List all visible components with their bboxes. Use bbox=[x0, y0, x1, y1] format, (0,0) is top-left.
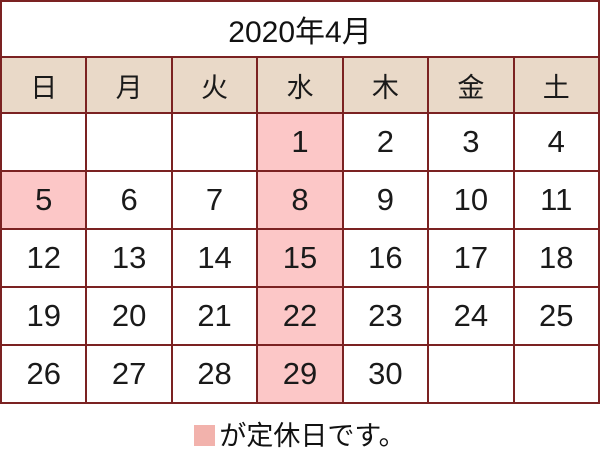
weekday-header-tue: 火 bbox=[170, 56, 259, 114]
closed-day-legend-text: が定休日です。 bbox=[219, 420, 406, 451]
calendar-week-row: 26 27 28 29 30 bbox=[0, 344, 600, 404]
calendar-title: 2020年4月 bbox=[0, 0, 600, 58]
day-cell: 3 bbox=[427, 112, 515, 172]
day-cell: 28 bbox=[170, 344, 259, 404]
closed-day-legend: が定休日です。 bbox=[0, 412, 600, 454]
day-cell: 25 bbox=[512, 286, 600, 346]
day-cell: 13 bbox=[85, 228, 173, 288]
day-cell-closed: 15 bbox=[256, 228, 344, 288]
day-cell-closed: 1 bbox=[256, 112, 344, 172]
day-cell: 19 bbox=[0, 286, 88, 346]
day-cell-closed: 5 bbox=[0, 170, 88, 230]
day-cell: 14 bbox=[170, 228, 259, 288]
calendar-week-row: 5 6 7 8 9 10 11 bbox=[0, 170, 600, 230]
calendar-table: 2020年4月 日 月 火 水 木 金 土 1 2 3 4 5 bbox=[0, 0, 600, 404]
weekday-header-wed: 水 bbox=[256, 56, 344, 114]
calendar-week-row: 1 2 3 4 bbox=[0, 112, 600, 172]
calendar-week-row: 19 20 21 22 23 24 25 bbox=[0, 286, 600, 346]
day-cell: 26 bbox=[0, 344, 88, 404]
day-cell-closed: 29 bbox=[256, 344, 344, 404]
day-cell bbox=[170, 112, 259, 172]
day-cell: 11 bbox=[512, 170, 600, 230]
day-cell: 2 bbox=[341, 112, 430, 172]
day-cell: 16 bbox=[341, 228, 430, 288]
title-row: 2020年4月 bbox=[0, 0, 600, 58]
day-cell bbox=[0, 112, 88, 172]
day-cell: 23 bbox=[341, 286, 430, 346]
day-cell bbox=[512, 344, 600, 404]
day-cell: 12 bbox=[0, 228, 88, 288]
day-cell-closed: 8 bbox=[256, 170, 344, 230]
day-cell bbox=[427, 344, 515, 404]
day-cell: 6 bbox=[85, 170, 173, 230]
weekday-header-sat: 土 bbox=[512, 56, 600, 114]
closed-day-swatch-icon bbox=[194, 424, 216, 446]
day-cell: 27 bbox=[85, 344, 173, 404]
day-cell: 18 bbox=[512, 228, 600, 288]
day-cell-closed: 22 bbox=[256, 286, 344, 346]
weekday-header-thu: 木 bbox=[341, 56, 430, 114]
day-cell: 4 bbox=[512, 112, 600, 172]
day-cell: 17 bbox=[427, 228, 515, 288]
weekday-header-fri: 金 bbox=[427, 56, 515, 114]
day-cell: 7 bbox=[170, 170, 259, 230]
day-cell: 24 bbox=[427, 286, 515, 346]
day-cell: 21 bbox=[170, 286, 259, 346]
weekday-header-sun: 日 bbox=[0, 56, 88, 114]
weekday-header-mon: 月 bbox=[85, 56, 173, 114]
day-cell: 9 bbox=[341, 170, 430, 230]
day-cell: 20 bbox=[85, 286, 173, 346]
calendar-week-row: 12 13 14 15 16 17 18 bbox=[0, 228, 600, 288]
day-cell bbox=[85, 112, 173, 172]
day-cell: 10 bbox=[427, 170, 515, 230]
weekday-header-row: 日 月 火 水 木 金 土 bbox=[0, 56, 600, 114]
day-cell: 30 bbox=[341, 344, 430, 404]
